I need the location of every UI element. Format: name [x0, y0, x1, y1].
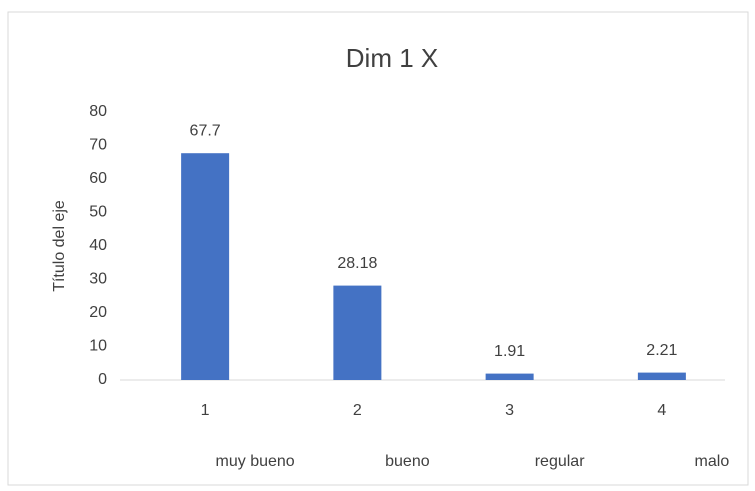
- x-group-label: malo: [695, 453, 730, 470]
- x-group-label: bueno: [385, 453, 430, 470]
- bar: [637, 372, 686, 380]
- y-tick-label: 30: [89, 271, 107, 288]
- y-tick-label: 10: [89, 338, 107, 355]
- y-axis-title: Título del eje: [51, 200, 68, 292]
- bar: [485, 373, 534, 380]
- y-tick-label: 50: [89, 204, 107, 221]
- data-label: 28.18: [337, 255, 377, 272]
- chart-border: [7, 11, 749, 486]
- x-tick-label: 4: [657, 402, 666, 419]
- x-tick-label: 1: [201, 402, 210, 419]
- y-tick-label: 60: [89, 170, 107, 187]
- x-group-label: regular: [535, 453, 585, 470]
- data-label: 1.91: [494, 343, 525, 360]
- y-tick-label: 20: [89, 304, 107, 321]
- y-tick-label: 0: [98, 371, 107, 388]
- y-tick-label: 80: [89, 103, 107, 120]
- y-tick-label: 40: [89, 237, 107, 254]
- data-label: 2.21: [646, 342, 677, 359]
- chart-title: Dim 1 X: [346, 43, 438, 73]
- x-tick-label: 2: [353, 402, 362, 419]
- x-group-label: muy bueno: [216, 453, 295, 470]
- x-tick-label: 3: [505, 402, 514, 419]
- y-tick-label: 70: [89, 137, 107, 154]
- bar: [333, 285, 382, 380]
- data-label: 67.7: [190, 122, 221, 139]
- bar: [181, 153, 230, 380]
